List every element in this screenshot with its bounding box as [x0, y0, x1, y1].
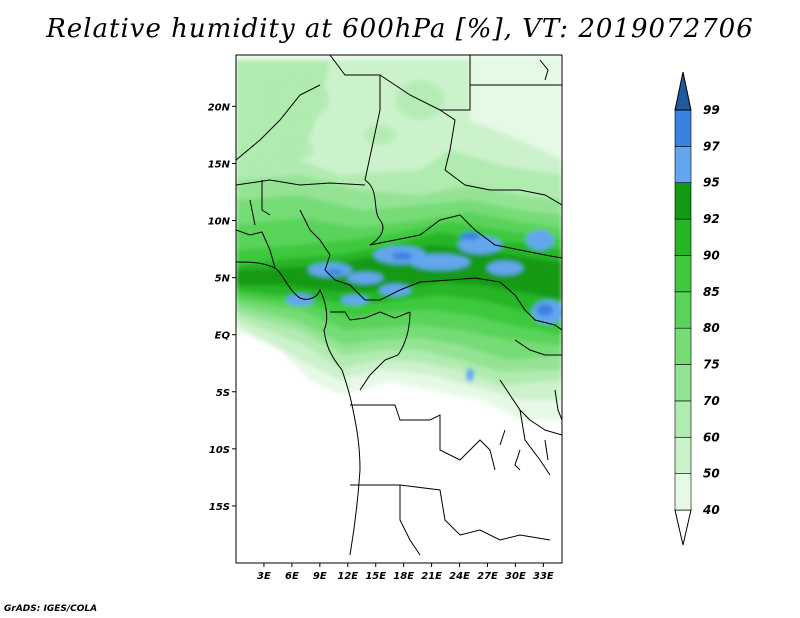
colorbar-level-label: 50	[703, 467, 720, 481]
humidity-field	[236, 55, 562, 563]
colorbar-swatch	[674, 327, 692, 365]
colorbar-level-label: 90	[703, 248, 720, 262]
colorbar: 40 50 60 70 75 80 85 90 92 95 97 99	[674, 71, 720, 546]
lat-tick-label: 5N	[215, 274, 231, 285]
plot-frame	[235, 54, 563, 564]
colorbar-level-label: 75	[703, 358, 720, 372]
country-borders	[236, 55, 562, 556]
colorbar-level-label: 40	[702, 503, 720, 517]
colorbar-level-label: 80	[703, 321, 720, 335]
lon-tick-label: 6E	[285, 571, 299, 582]
colorbar-level-label: 85	[703, 285, 720, 299]
colorbar-level-label: 70	[703, 394, 720, 408]
colorbar-level-label: 95	[703, 176, 720, 190]
lat-tick-label: 5S	[216, 388, 230, 399]
colorbar-swatch	[674, 255, 692, 293]
colorbar-level-label: 99	[703, 103, 720, 117]
colorbar-level-label: 92	[703, 212, 720, 226]
colorbar-swatch	[674, 109, 692, 147]
colorbar-level-label: 97	[703, 139, 720, 153]
lat-tick-label: 10S	[209, 445, 230, 456]
lon-tick-label: 15E	[365, 571, 386, 582]
colorbar-over-arrow	[674, 71, 692, 111]
lat-tick-label: 15N	[208, 159, 231, 170]
lat-tick-label: 15S	[209, 502, 230, 513]
longitude-axis: 3E 6E 9E 12E 15E 18E 21E 24E 27E 30E 33E	[257, 563, 554, 582]
colorbar-under-arrow	[674, 509, 692, 546]
colorbar-swatch	[674, 473, 692, 511]
colorbar-swatch	[674, 400, 692, 438]
lon-tick-label: 18E	[393, 571, 414, 582]
humidity-cells-97	[327, 232, 553, 316]
credit-label: GrADS: IGES/COLA	[4, 604, 98, 614]
lon-tick-label: 3E	[257, 571, 271, 582]
lon-tick-label: 33E	[533, 571, 554, 582]
lon-tick-label: 12E	[337, 571, 358, 582]
colorbar-level-label: 60	[703, 430, 720, 444]
map-title: Relative humidity at 600hPa [%], VT: 201…	[46, 14, 754, 44]
humidity-band-92	[236, 245, 562, 300]
lon-tick-label: 9E	[313, 571, 327, 582]
lat-tick-label: 10N	[208, 217, 231, 228]
lon-tick-label: 24E	[449, 571, 470, 582]
colorbar-swatch	[674, 364, 692, 402]
colorbar-swatch	[674, 436, 692, 474]
lon-tick-label: 27E	[477, 571, 498, 582]
lon-tick-label: 30E	[505, 571, 526, 582]
colorbar-swatch	[674, 218, 692, 256]
lat-tick-label: 20N	[208, 102, 231, 113]
latitude-axis: 20N 15N 10N 5N EQ 5S 10S 15S	[208, 102, 236, 513]
colorbar-swatch	[674, 182, 692, 220]
colorbar-swatch	[674, 291, 692, 329]
lat-tick-label: EQ	[215, 331, 231, 342]
lon-tick-label: 21E	[421, 571, 442, 582]
colorbar-swatch	[674, 146, 692, 184]
